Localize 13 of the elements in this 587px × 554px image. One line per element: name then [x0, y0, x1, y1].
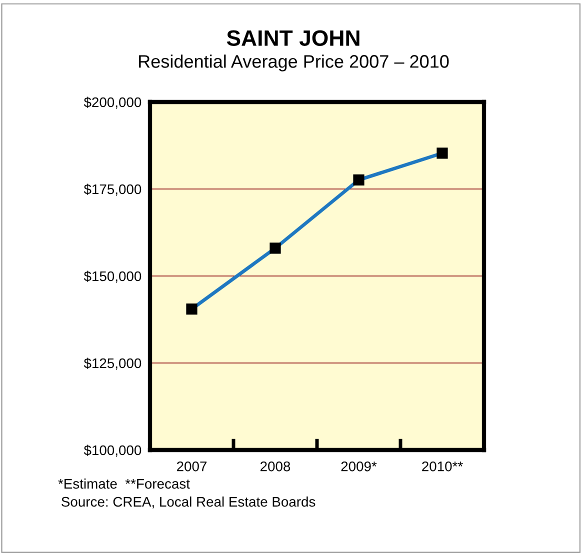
- source-note: Source: CREA, Local Real Estate Boards: [62, 496, 316, 508]
- y-tick-label: $200,000: [84, 96, 142, 109]
- x-tick-label: 2010**: [422, 461, 463, 472]
- text: *Estimate **Forecast: [58, 478, 190, 489]
- y-tick-label: $100,000: [84, 444, 142, 457]
- x-tick-label: 2007: [177, 461, 207, 472]
- chart-subtitle: Residential Average Price 2007 – 2010: [139, 54, 449, 72]
- x-tick-label: 2008: [260, 461, 290, 472]
- chart-title: SAINT JOHN: [226, 30, 360, 46]
- y-tick-label: $150,000: [84, 270, 142, 283]
- x-tick-label: 2009*: [341, 461, 377, 472]
- y-tick-label: $175,000: [84, 184, 142, 196]
- y-tick-label: $125,000: [84, 358, 142, 370]
